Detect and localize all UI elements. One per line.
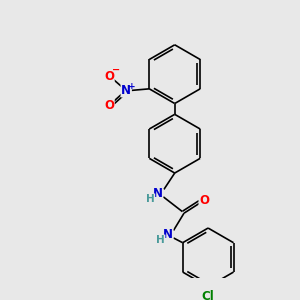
Text: H: H (156, 235, 165, 245)
Text: N: N (153, 187, 163, 200)
Text: N: N (121, 84, 131, 97)
Text: O: O (199, 194, 209, 207)
Text: Cl: Cl (202, 290, 214, 300)
Text: O: O (104, 70, 114, 83)
Text: H: H (146, 194, 155, 204)
Text: +: + (128, 82, 136, 91)
Text: −: − (112, 65, 120, 75)
Text: O: O (104, 99, 114, 112)
Text: N: N (163, 228, 173, 241)
